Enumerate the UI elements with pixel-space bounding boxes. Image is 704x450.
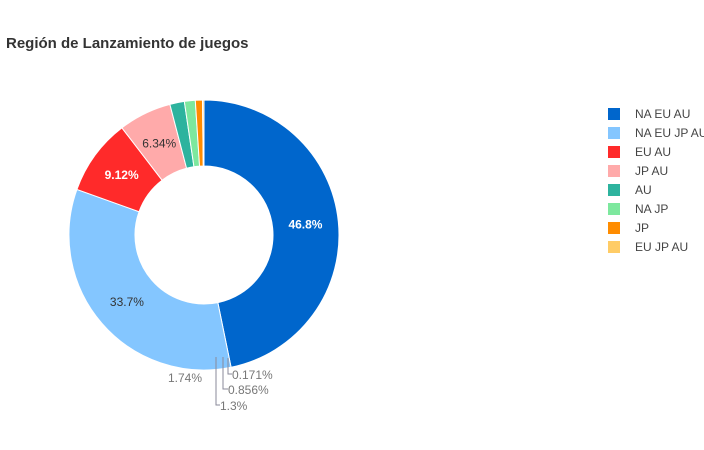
- data-label-na-eu-jp-au: 33.7%: [110, 295, 144, 309]
- data-label-jp-au: 6.34%: [142, 136, 176, 150]
- legend-item-au[interactable]: AU: [608, 180, 704, 199]
- legend-item-eu-au[interactable]: EU AU: [608, 142, 704, 161]
- legend-label: NA EU AU: [635, 106, 691, 121]
- data-label-jp: 0.856%: [228, 383, 269, 397]
- legend-label: AU: [635, 182, 652, 197]
- legend-swatch: [608, 183, 620, 196]
- legend-label: NA JP: [635, 201, 669, 216]
- legend-item-jp-au[interactable]: JP AU: [608, 161, 704, 180]
- legend-label: EU JP AU: [635, 239, 689, 254]
- slice-eu-jp-au[interactable]: [202, 99, 205, 167]
- donut-chart: 46.8% 33.7% 9.12% 6.34% 1.74% 1.3% 0.856%0.171…: [68, 99, 340, 413]
- legend-swatch: [608, 240, 620, 253]
- leader-line-jp: [222, 357, 228, 390]
- legend-swatch: [608, 145, 620, 158]
- legend-item-jp[interactable]: JP: [608, 218, 704, 237]
- legend-swatch: [608, 202, 620, 215]
- legend-label: JP: [635, 220, 650, 235]
- slice-na-eu-au[interactable]: [203, 99, 340, 368]
- legend-item-na-jp[interactable]: NA JP: [608, 199, 704, 218]
- leader-line-eu-jp-au: [227, 358, 232, 375]
- legend-swatch: [608, 164, 620, 177]
- legend-swatch: [608, 221, 620, 234]
- legend-item-eu-jp-au[interactable]: EU JP AU: [608, 237, 704, 256]
- data-label-eu-jp-au: 0.171%: [232, 368, 273, 382]
- chart-title: Región de Lanzamiento de juegos: [6, 35, 249, 52]
- legend-label: NA EU JP AU: [635, 125, 704, 140]
- legend-item-na-eu-au[interactable]: NA EU AU: [608, 104, 704, 123]
- legend-item-na-eu-jp-au[interactable]: NA EU JP AU: [608, 123, 704, 142]
- legend-swatch: [608, 107, 620, 120]
- slice-na-eu-jp-au[interactable]: [68, 188, 232, 371]
- data-label-na-jp: 1.3%: [220, 399, 248, 413]
- legend-label: EU AU: [635, 144, 672, 159]
- leader-line-na-jp: [215, 357, 220, 406]
- data-label-eu-au: 9.12%: [105, 168, 139, 182]
- data-label-au: 1.74%: [168, 371, 202, 385]
- data-label-na-eu-au: 46.8%: [288, 218, 322, 232]
- legend-swatch: [608, 126, 620, 139]
- legend-label: JP AU: [635, 163, 669, 178]
- chart-legend: NA EU AU NA EU JP AU EU AU JP AU AU NA JP JP EU…: [608, 104, 704, 256]
